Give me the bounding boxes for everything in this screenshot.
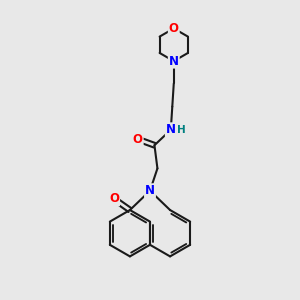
Text: N: N bbox=[169, 55, 179, 68]
Text: O: O bbox=[109, 193, 119, 206]
Text: O: O bbox=[169, 22, 179, 35]
Text: H: H bbox=[177, 125, 186, 135]
Text: N: N bbox=[145, 184, 155, 197]
Text: O: O bbox=[133, 133, 143, 146]
Text: N: N bbox=[166, 123, 176, 136]
